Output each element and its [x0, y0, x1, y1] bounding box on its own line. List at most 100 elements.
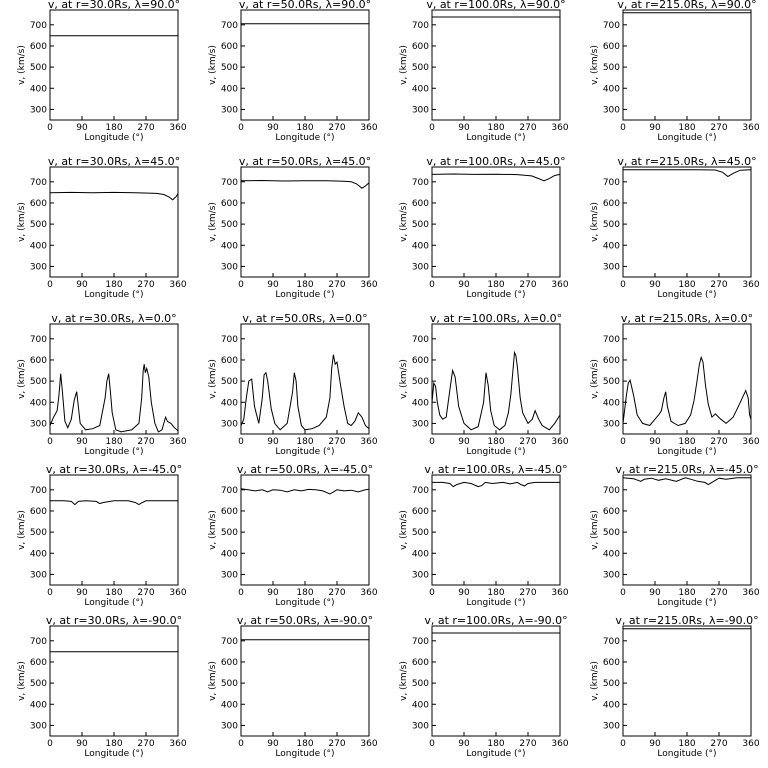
x-tick-label: 270: [137, 588, 154, 598]
chart-title: v, at r=30.0Rs, λ=0.0°: [51, 312, 176, 325]
x-tick-label: 90: [267, 588, 279, 598]
y-tick-label: 500: [603, 63, 620, 73]
y-axis-label: v, (km/s): [590, 202, 600, 242]
x-axis-label: Longitude (°): [466, 447, 525, 457]
series-line: [431, 350, 561, 431]
y-axis-label: v, (km/s): [590, 45, 600, 85]
y-tick-label: 400: [221, 700, 238, 710]
x-tick-label: 270: [137, 437, 154, 447]
x-axis-label: Longitude (°): [466, 598, 525, 608]
y-tick-label: 300: [221, 105, 238, 115]
x-axis-label: Longitude (°): [275, 447, 334, 457]
plot-frame: [240, 9, 370, 121]
y-tick-label: 400: [221, 549, 238, 559]
y-tick-label: 400: [412, 398, 429, 408]
chart-panel-4: v, at r=215.0Rs, λ=90.0° 300 400 500 600 700 0…: [590, 0, 760, 143]
plot-frame: [622, 474, 752, 586]
y-tick-label: 600: [221, 356, 238, 366]
x-tick-label: 180: [105, 280, 122, 290]
y-tick-label: 400: [412, 84, 429, 94]
x-axis-label: Longitude (°): [275, 598, 334, 608]
y-tick-label: 500: [221, 63, 238, 73]
chart-title: v, at r=50.0Rs, λ=-45.0°: [237, 463, 373, 476]
y-axis-label: v, (km/s): [399, 359, 409, 399]
x-tick-label: 180: [487, 588, 504, 598]
y-tick-label: 500: [412, 220, 429, 230]
x-tick-label: 360: [360, 123, 377, 133]
chart-panel-15: v, at r=100.0Rs, λ=-45.0° 300 400 500 600 700…: [399, 463, 569, 608]
x-tick-label: 180: [487, 739, 504, 749]
x-axis-label: Longitude (°): [657, 598, 716, 608]
x-tick-label: 90: [76, 588, 88, 598]
y-tick-label: 300: [412, 419, 429, 429]
y-tick-label: 600: [603, 356, 620, 366]
y-tick-label: 700: [412, 21, 429, 31]
y-tick-label: 400: [412, 241, 429, 251]
y-tick-label: 500: [412, 377, 429, 387]
series-line: [50, 500, 178, 506]
series-line: [240, 354, 370, 431]
chart-title: v, at r=30.0Rs, λ=90.0°: [48, 0, 180, 11]
y-tick-label: 300: [221, 262, 238, 272]
x-tick-label: 0: [47, 123, 53, 133]
y-tick-label: 700: [30, 178, 47, 188]
y-tick-label: 600: [221, 42, 238, 52]
y-tick-label: 700: [603, 637, 620, 647]
chart-title: v, at r=30.0Rs, λ=45.0°: [48, 155, 180, 168]
y-tick-label: 400: [30, 241, 47, 251]
x-tick-label: 180: [678, 437, 695, 447]
chart-title: v, at r=100.0Rs, λ=-90.0°: [424, 614, 567, 627]
chart-panel-17: v, at r=30.0Rs, λ=-90.0° 300 400 500 600 700 0…: [17, 614, 187, 759]
x-tick-label: 90: [458, 280, 470, 290]
x-tick-label: 270: [710, 280, 727, 290]
plot-frame: [622, 166, 752, 278]
x-axis-label: Longitude (°): [84, 290, 143, 300]
x-axis-label: Longitude (°): [275, 133, 334, 143]
x-tick-label: 360: [551, 437, 568, 447]
chart-title: v, at r=100.0Rs, λ=90.0°: [426, 0, 565, 11]
x-tick-label: 180: [296, 588, 313, 598]
x-tick-label: 360: [169, 280, 186, 290]
y-tick-label: 700: [603, 178, 620, 188]
x-tick-label: 270: [519, 280, 536, 290]
x-tick-label: 0: [47, 437, 53, 447]
x-axis-label: Longitude (°): [466, 749, 525, 759]
y-tick-label: 300: [221, 721, 238, 731]
y-tick-label: 400: [603, 398, 620, 408]
x-tick-label: 360: [551, 588, 568, 598]
x-tick-label: 90: [267, 437, 279, 447]
x-tick-label: 180: [678, 588, 695, 598]
x-tick-label: 0: [429, 123, 435, 133]
y-tick-label: 500: [221, 528, 238, 538]
x-tick-label: 90: [458, 437, 470, 447]
x-tick-label: 0: [620, 123, 626, 133]
x-tick-label: 0: [238, 588, 244, 598]
y-tick-label: 300: [221, 419, 238, 429]
y-axis-label: v, (km/s): [17, 661, 27, 701]
y-tick-label: 600: [412, 658, 429, 668]
y-axis-label: v, (km/s): [590, 359, 600, 399]
x-tick-label: 90: [649, 123, 661, 133]
x-tick-label: 0: [620, 280, 626, 290]
x-tick-label: 360: [360, 280, 377, 290]
y-tick-label: 700: [412, 637, 429, 647]
x-tick-label: 90: [458, 123, 470, 133]
x-axis-label: Longitude (°): [657, 133, 716, 143]
x-tick-label: 360: [169, 739, 186, 749]
series-line: [431, 173, 561, 182]
x-tick-label: 180: [296, 437, 313, 447]
series-line: [622, 355, 752, 427]
x-tick-label: 270: [137, 739, 154, 749]
chart-panel-10: v, at r=50.0Rs, λ=0.0° 300 400 500 600 700 0 90…: [208, 312, 378, 457]
x-axis-label: Longitude (°): [466, 133, 525, 143]
y-tick-label: 700: [603, 335, 620, 345]
y-tick-label: 700: [221, 21, 238, 31]
x-tick-label: 180: [487, 123, 504, 133]
y-tick-label: 500: [603, 377, 620, 387]
x-axis-label: Longitude (°): [275, 749, 334, 759]
plot-frame: [622, 323, 752, 435]
series-line: [432, 481, 560, 488]
x-tick-label: 180: [678, 739, 695, 749]
y-tick-label: 400: [221, 398, 238, 408]
